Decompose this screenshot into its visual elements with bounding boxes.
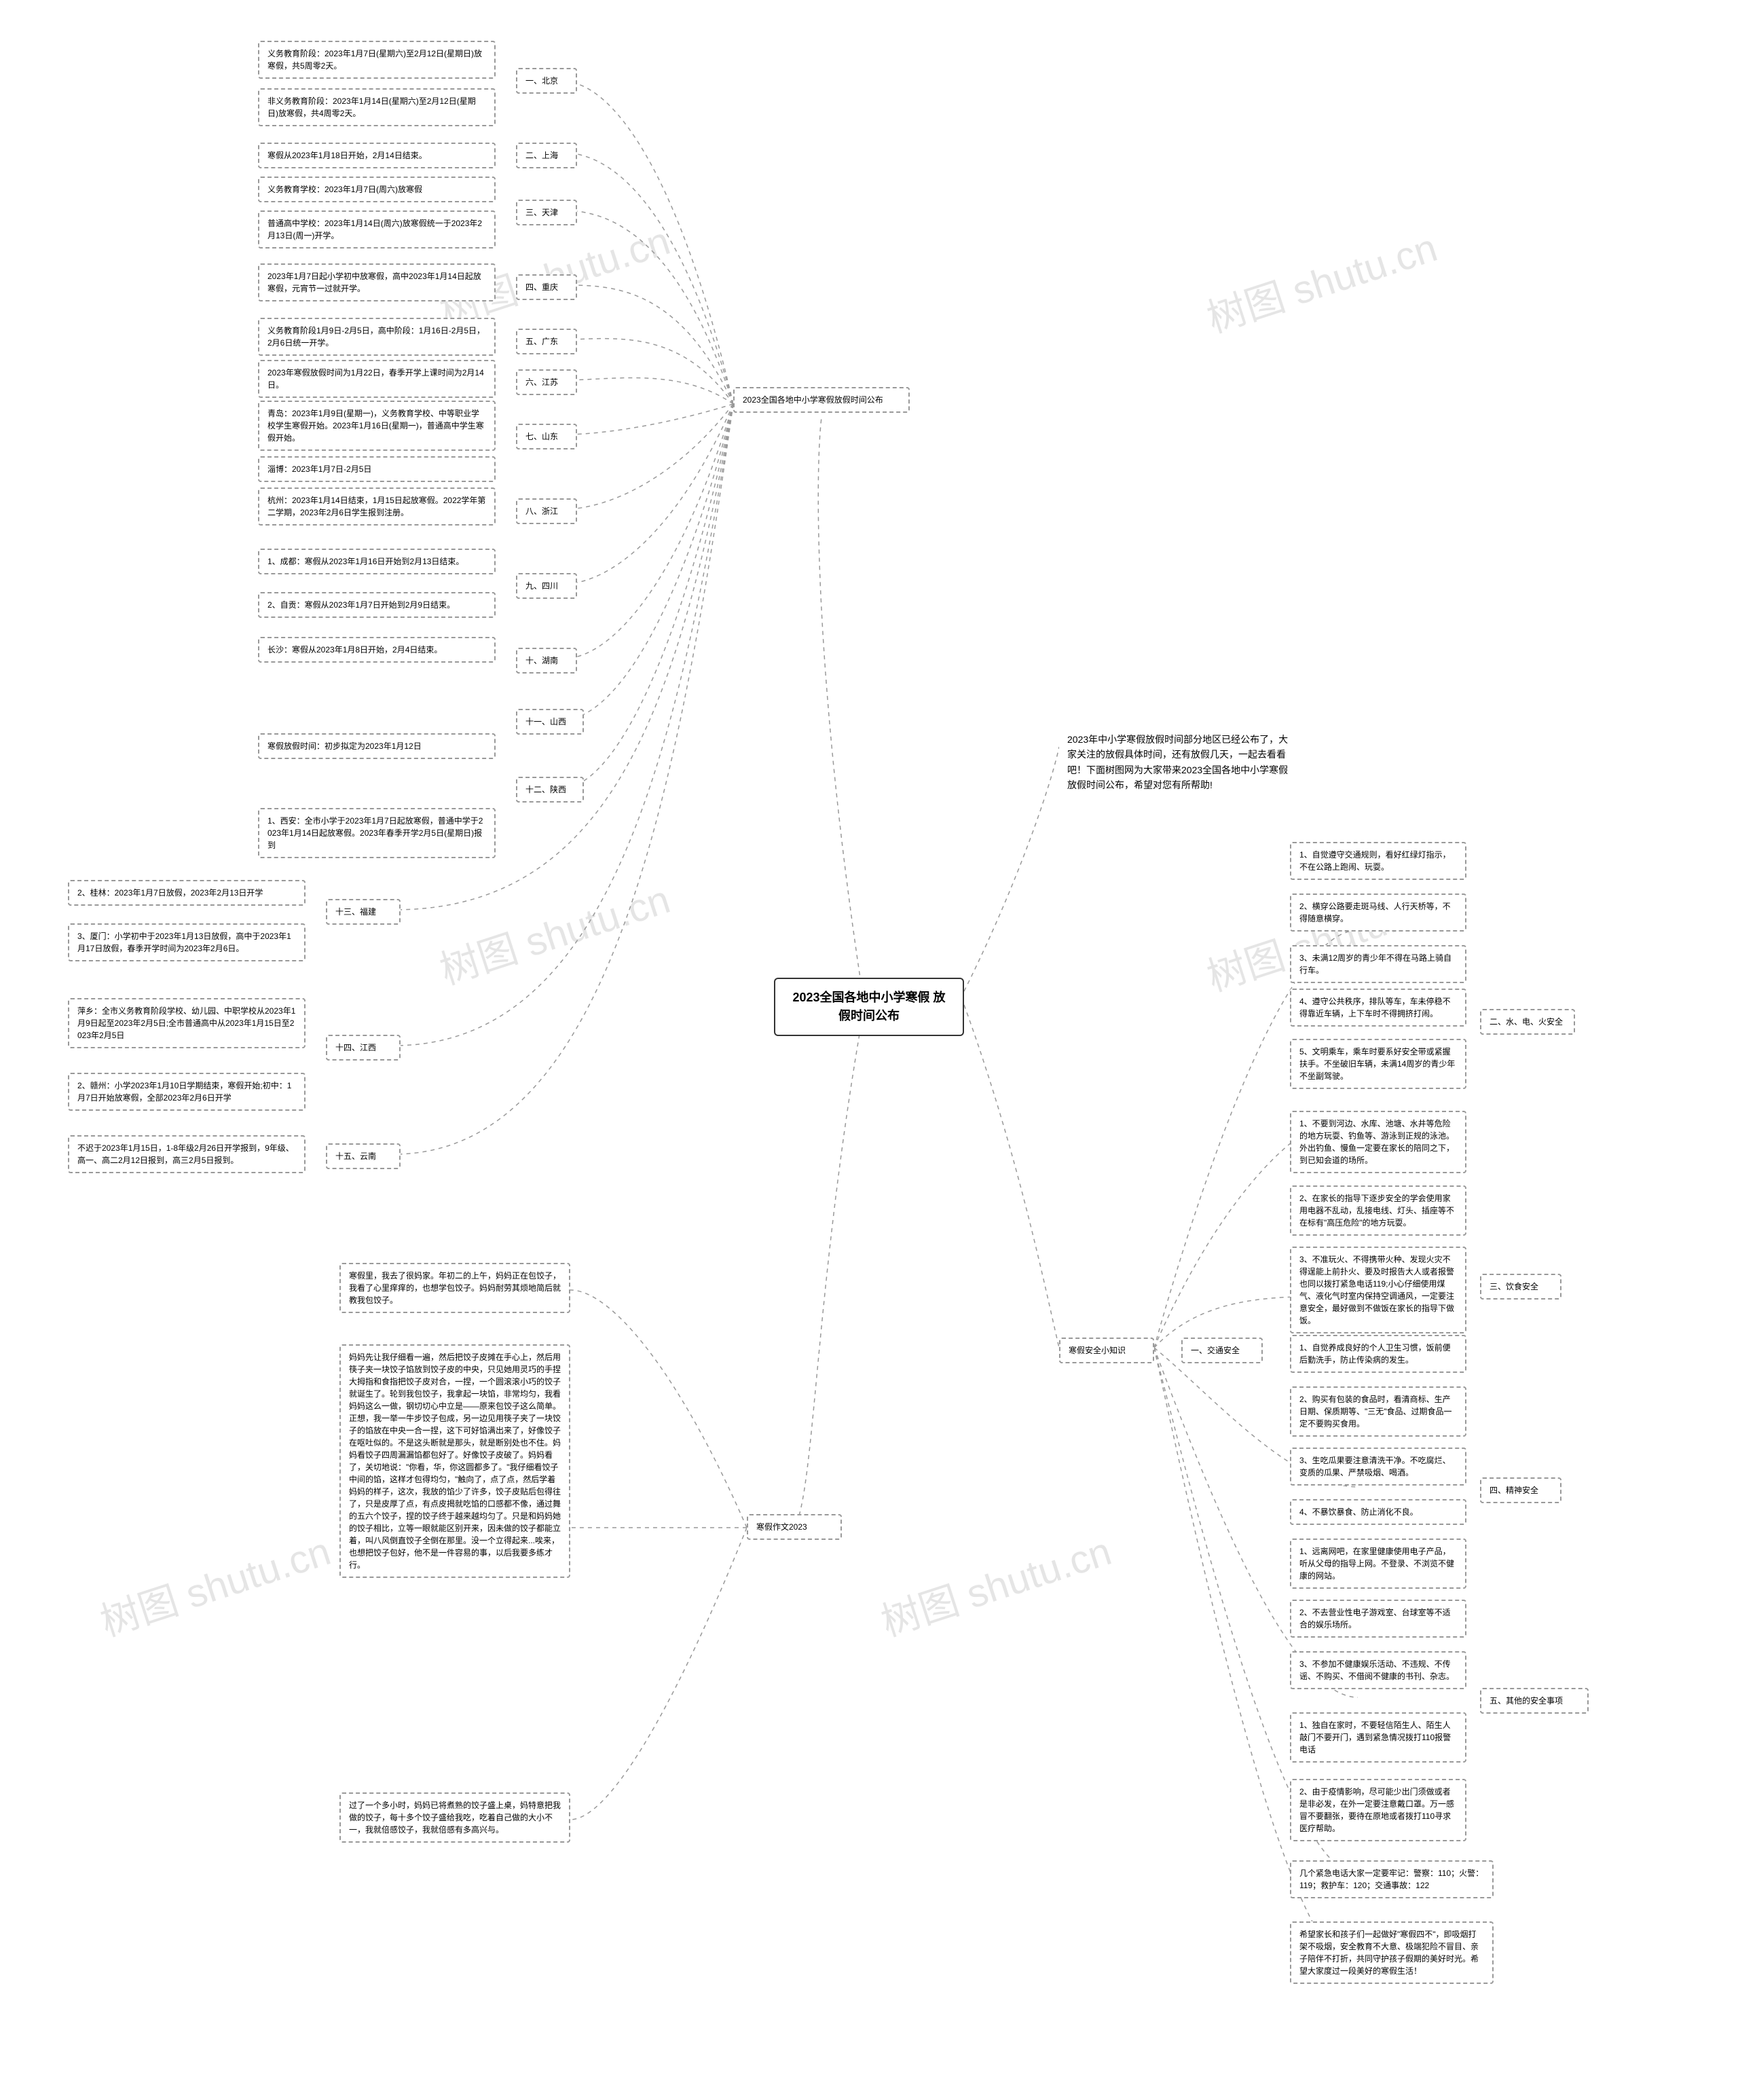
safety-item: 1、自觉遵守交通规则，看好红绿灯指示，不在公路上跑闹、玩耍。 [1290,842,1466,880]
safety-cat-water: 二、水、电、火安全 [1480,1009,1575,1035]
watermark: 树图 shutu.cn [92,1519,337,1647]
detail: 2023年寒假放假时间为1月22日，春季开学上课时间为2月14日。 [258,360,496,398]
region-zhejiang: 八、浙江 [516,498,577,524]
region-guangdong: 五、广东 [516,329,577,354]
safety-item: 2、在家长的指导下逐步安全的学会使用家用电器不乱动，乱接电线、灯头、插座等不在标… [1290,1185,1466,1236]
detail: 2、赣州：小学2023年1月10日学期结束，寒假开始;初中：1月7日开始放寒假，… [68,1073,306,1111]
detail: 青岛：2023年1月9日(星期一)，义务教育学校、中等职业学校学生寒假开始。20… [258,401,496,451]
safety-item: 1、独自在家时，不要轻信陌生人、陌生人敲门不要开门，遇到紧急情况拨打110报警电… [1290,1712,1466,1763]
essay-p3: 过了一个多小时，妈妈已将煮熟的饺子盛上桌，妈特意把我做的饺子，每十多个饺子盛给我… [339,1792,570,1843]
region-yunnan: 十五、云南 [326,1143,401,1169]
connectors [0,0,1738,2100]
safety-item: 2、购买有包装的食品时，看清商标、生产日期、保质期等、"三无"食品、过期食品一定… [1290,1386,1466,1437]
detail: 寒假从2023年1月18日开始，2月14日结束。 [258,143,496,168]
watermark: 树图 shutu.cn [1199,216,1443,344]
region-jiangsu: 六、江苏 [516,369,577,395]
safety-item: 1、远离网吧，在家里健康使用电子产品，听从父母的指导上网。不登录、不浏览不健康的… [1290,1539,1466,1589]
section-holiday: 2023全国各地中小学寒假放假时间公布 [733,387,910,413]
safety-foot1: 几个紧急电话大家一定要牢记：警察：110；火警：119；救护车：120；交通事故… [1290,1860,1494,1898]
region-sichuan: 九、四川 [516,573,577,599]
safety-item: 2、不去营业性电子游戏室、台球室等不适合的娱乐场所。 [1290,1600,1466,1638]
region-shaanxi: 十二、陕西 [516,777,584,803]
region-fujian: 十三、福建 [326,899,401,925]
safety-item: 1、自觉养成良好的个人卫生习惯，饭前便后勤洗手，防止传染病的发生。 [1290,1335,1466,1373]
detail: 1、西安：全市小学于2023年1月7日起放寒假，普通中学于2023年1月14日起… [258,808,496,858]
safety-item: 5、文明乘车，乘车时要系好安全带或紧握扶手。不坐破旧车辆，未满14周岁的青少年不… [1290,1039,1466,1089]
section-essay: 寒假作文2023 [747,1514,842,1540]
detail: 不迟于2023年1月15日，1-8年级2月26日开学报到，9年级、高一、高二2月… [68,1135,306,1173]
region-shandong: 七、山东 [516,424,577,449]
region-hunan: 十、湖南 [516,648,577,674]
region-jiangxi: 十四、江西 [326,1035,401,1061]
center-node: 2023全国各地中小学寒假 放假时间公布 [774,978,964,1036]
detail: 1、成都：寒假从2023年1月16日开始到2月13日结束。 [258,549,496,574]
safety-item: 4、遵守公共秩序，排队等车，车未停稳不得靠近车辆，上下车时不得拥挤打闹。 [1290,989,1466,1027]
safety-item: 3、未满12周岁的青少年不得在马路上骑自行车。 [1290,945,1466,983]
safety-cat-mental: 四、精神安全 [1480,1477,1561,1503]
safety-cat-traffic: 一、交通安全 [1181,1338,1263,1363]
region-beijing: 一、北京 [516,68,577,94]
safety-cat-other: 五、其他的安全事项 [1480,1688,1589,1714]
detail: 3、厦门：小学初中于2023年1月13日放假，高中于2023年1月17日放假，春… [68,923,306,961]
safety-item: 3、生吃瓜果要注意清洗干净。不吃腐烂、变质的瓜果、严禁吸烟、喝酒。 [1290,1448,1466,1486]
safety-foot2: 希望家长和孩子们一起做好"寒假四不"，即吸烟打架不吸烟，安全教育不大意、极端犯险… [1290,1921,1494,1984]
region-shanxi: 十一、山西 [516,709,584,735]
safety-item: 4、不暴饮暴食、防止消化不良。 [1290,1499,1466,1525]
watermark: 树图 shutu.cn [432,868,676,995]
safety-item: 1、不要到河边、水库、池塘、水井等危险的地方玩耍、钓鱼等、游泳到正规的泳池。外出… [1290,1111,1466,1173]
detail: 2、自贡：寒假从2023年1月7日开始到2月9日结束。 [258,592,496,618]
intro-text: 2023年中小学寒假放假时间部分地区已经公布了，大家关注的放假具体时间，还有放假… [1059,726,1304,798]
region-chongqing: 四、重庆 [516,274,577,300]
safety-cat-food: 三、饮食安全 [1480,1274,1561,1300]
essay-p2: 妈妈先让我仔细看一遍，然后把饺子皮摊在手心上，然后用筷子夹一块饺子馅放到饺子皮的… [339,1344,570,1578]
detail: 义务教育阶段1月9日-2月5日，高中阶段：1月16日-2月5日，2月6日统一开学… [258,318,496,356]
safety-item: 2、横穿公路要走斑马线、人行天桥等，不得随意横穿。 [1290,894,1466,932]
region-tianjin: 三、天津 [516,200,577,225]
watermark: 树图 shutu.cn [873,1519,1117,1647]
region-shanghai: 二、上海 [516,143,577,168]
essay-p1: 寒假里，我去了很妈家。年初二的上午，妈妈正在包饺子，我看了心里痒痒的，也想学包饺… [339,1263,570,1313]
detail: 杭州：2023年1月14日结束，1月15日起放寒假。2022学年第二学期，202… [258,487,496,526]
safety-item: 3、不准玩火、不得携带火种、发现火灾不得逞能上前扑火、要及时报告大人或者报警也同… [1290,1247,1466,1333]
section-safety: 寒假安全小知识 [1059,1338,1154,1363]
detail: 普通高中学校：2023年1月14日(周六)放寒假统一于2023年2月13日(周一… [258,210,496,248]
detail: 萍乡：全市义务教育阶段学校、幼儿园、中职学校从2023年1月9日起至2023年2… [68,998,306,1048]
safety-item: 3、不参加不健康娱乐活动、不违规、不传谣、不购买、不借阅不健康的书刊、杂志。 [1290,1651,1466,1689]
detail: 寒假放假时间：初步拟定为2023年1月12日 [258,733,496,759]
detail: 2023年1月7日起小学初中放寒假，高中2023年1月14日起放寒假，元宵节一过… [258,263,496,301]
detail: 长沙：寒假从2023年1月8日开始，2月4日结束。 [258,637,496,663]
detail: 义务教育学校：2023年1月7日(周六)放寒假 [258,177,496,202]
safety-item: 2、由于疫情影响，尽可能少出门须做或者是非必发，在外一定要注意戴口罩。万一感冒不… [1290,1779,1466,1841]
detail: 淄博：2023年1月7日-2月5日 [258,456,496,482]
detail: 2、桂林：2023年1月7日放假，2023年2月13日开学 [68,880,306,906]
detail: 义务教育阶段：2023年1月7日(星期六)至2月12日(星期日)放寒假，共5周零… [258,41,496,79]
detail: 非义务教育阶段：2023年1月14日(星期六)至2月12日(星期日)放寒假，共4… [258,88,496,126]
